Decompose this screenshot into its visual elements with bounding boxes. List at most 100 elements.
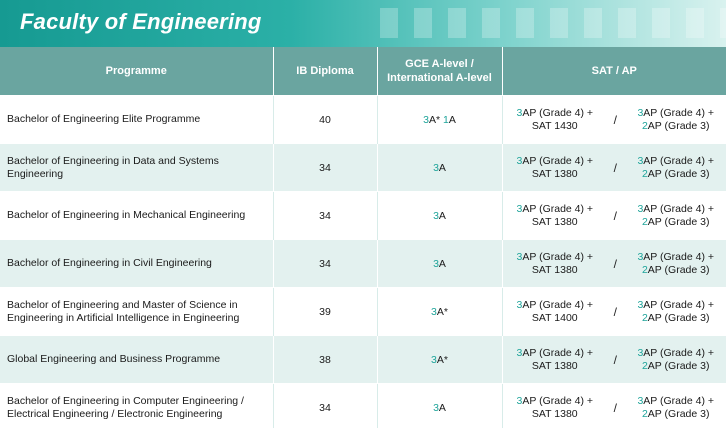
ap-grade-text: AP (Grade 3) (647, 263, 710, 276)
ap-grade-text: AP (Grade 4) + (522, 394, 594, 407)
sat-ap-option-right: 3AP (Grade 4) +2AP (Grade 3) (637, 251, 714, 277)
ib-score-cell: 34 (273, 143, 378, 192)
programme-name-line: Bachelor of Engineering in Data and Syst… (7, 154, 219, 167)
ap-grade-text: AP (Grade 4) + (643, 154, 714, 167)
option-separator: / (613, 160, 617, 175)
ap-count: 3 (637, 202, 644, 215)
ap-count: 3 (516, 346, 523, 359)
sat-ap-cell: 3AP (Grade 4) + SAT 1430/3AP (Grade 4) +2… (502, 95, 726, 144)
sat-ap-option-left: 3AP (Grade 4) + SAT 1380 (517, 155, 594, 181)
gce-grade-count: 3 (433, 257, 439, 270)
ap-grade-text: AP (Grade 4) + (643, 202, 714, 215)
ib-score-cell: 38 (273, 335, 378, 384)
ap-count: 2 (641, 311, 648, 324)
option-separator: / (613, 400, 617, 415)
gce-grade-count: 3 (431, 353, 437, 366)
ap-count: 2 (641, 407, 648, 420)
gce-grade-letter: A (438, 401, 446, 414)
ap-grade-text: AP (Grade 4) + (643, 106, 714, 119)
ib-score-cell: 40 (273, 95, 378, 144)
ap-grade-text: AP (Grade 3) (647, 311, 710, 324)
gce-grade-letter: A (438, 257, 446, 270)
sat-ap-options: 3AP (Grade 4) + SAT 1380/3AP (Grade 4) +2… (503, 395, 726, 421)
sat-ap-options: 3AP (Grade 4) + SAT 1380/3AP (Grade 4) +2… (503, 251, 726, 277)
programme-cell: Bachelor of Engineering Elite Programme (0, 95, 274, 144)
option-separator: / (613, 256, 617, 271)
gce-grade-letter: A* (436, 353, 448, 366)
gce-grade-letter: A (448, 113, 456, 126)
sat-score: SAT 1380 (531, 167, 578, 180)
gce-grade-letter: A* (436, 305, 448, 318)
header-gce-line2: International A-level (387, 72, 492, 84)
programme-cell: Bachelor of Engineering in Data and Syst… (0, 143, 274, 192)
sat-score: SAT 1380 (531, 263, 578, 276)
table-row: Bachelor of Engineering Elite Programme 4… (0, 95, 726, 144)
sat-score: SAT 1380 (531, 359, 578, 372)
sat-ap-option-right: 3AP (Grade 4) +2AP (Grade 3) (637, 155, 714, 181)
sat-ap-option-right: 3AP (Grade 4) +2AP (Grade 3) (637, 395, 714, 421)
sat-score: SAT 1430 (531, 119, 578, 132)
programme-name-line: Electrical Engineering / Electronic Engi… (7, 407, 223, 420)
gce-grade-cell: 3A (377, 383, 503, 431)
faculty-banner: Faculty of Engineering (0, 0, 726, 47)
ap-grade-text: AP (Grade 4) + (522, 106, 594, 119)
ap-count: 3 (637, 394, 644, 407)
option-separator: / (613, 112, 617, 127)
ap-count: 2 (641, 119, 648, 132)
programme-name-line: Bachelor of Engineering in Computer Engi… (7, 394, 244, 407)
sat-ap-cell: 3AP (Grade 4) + SAT 1400/3AP (Grade 4) +2… (502, 287, 726, 336)
ap-count: 3 (516, 202, 523, 215)
ap-grade-text: AP (Grade 3) (647, 407, 710, 420)
ap-grade-text: AP (Grade 4) + (522, 346, 594, 359)
programme-name-line: Bachelor of Engineering Elite Programme (7, 113, 201, 125)
sat-score: SAT 1380 (531, 215, 578, 228)
sat-ap-option-right: 3AP (Grade 4) +2AP (Grade 3) (637, 203, 714, 229)
sat-ap-options: 3AP (Grade 4) + SAT 1380/3AP (Grade 4) +2… (503, 155, 726, 181)
header-ib-diploma: IB Diploma (273, 47, 378, 96)
gce-grade-count: 3 (433, 401, 439, 414)
programme-name-line: Global Engineering and Business Programm… (7, 353, 221, 365)
ap-grade-text: AP (Grade 4) + (643, 346, 714, 359)
ap-count: 3 (637, 250, 644, 263)
ap-count: 3 (637, 154, 644, 167)
header-sat-ap: SAT / AP (502, 47, 726, 96)
sat-ap-options: 3AP (Grade 4) + SAT 1380/3AP (Grade 4) +2… (503, 203, 726, 229)
table-header-row: Programme IB Diploma GCE A-level / Inter… (0, 47, 726, 96)
ib-score-cell: 34 (273, 239, 378, 288)
table-row: Bachelor of Engineering in Data and Syst… (0, 143, 726, 192)
ib-score-cell: 39 (273, 287, 378, 336)
ap-count: 3 (516, 250, 523, 263)
banner-decoration (380, 8, 726, 38)
ap-grade-text: AP (Grade 3) (647, 119, 710, 132)
ap-grade-text: AP (Grade 4) + (643, 394, 714, 407)
gce-grade-count: 3 (433, 161, 439, 174)
ap-count: 2 (641, 359, 648, 372)
header-gce-line1: GCE A-level / (405, 58, 474, 70)
programme-cell: Global Engineering and Business Programm… (0, 335, 274, 384)
ap-count: 3 (516, 394, 523, 407)
ap-grade-text: AP (Grade 3) (647, 167, 710, 180)
gce-grade-count: 3 (433, 209, 439, 222)
gce-grade-letter: A (438, 161, 446, 174)
ap-grade-text: AP (Grade 3) (647, 215, 710, 228)
ap-grade-text: AP (Grade 4) + (643, 250, 714, 263)
option-separator: / (613, 304, 617, 319)
ap-count: 3 (637, 346, 644, 359)
ib-score-cell: 34 (273, 383, 378, 431)
programme-name-line: Engineering in Artificial Intelligence i… (7, 311, 240, 324)
programme-name-line: Bachelor of Engineering in Mechanical En… (7, 209, 246, 221)
ap-count: 2 (641, 263, 648, 276)
gce-grade-cell: 3A* 1A (377, 95, 503, 144)
sat-ap-option-right: 3AP (Grade 4) +2AP (Grade 3) (637, 107, 714, 133)
header-gce-a-level: GCE A-level / International A-level (377, 47, 503, 96)
sat-ap-option-right: 3AP (Grade 4) +2AP (Grade 3) (637, 347, 714, 373)
ap-count: 2 (641, 215, 648, 228)
table-row: Bachelor of Engineering and Master of Sc… (0, 287, 726, 336)
ap-count: 3 (637, 298, 644, 311)
header-programme: Programme (0, 47, 274, 96)
programme-cell: Bachelor of Engineering in Civil Enginee… (0, 239, 274, 288)
ap-grade-text: AP (Grade 4) + (643, 298, 714, 311)
gce-grade-count: 1 (443, 113, 449, 126)
sat-ap-option-left: 3AP (Grade 4) + SAT 1380 (517, 203, 594, 229)
page-title: Faculty of Engineering (20, 9, 262, 34)
